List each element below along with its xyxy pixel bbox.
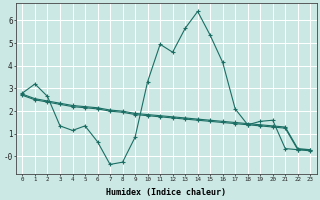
X-axis label: Humidex (Indice chaleur): Humidex (Indice chaleur) [106,188,226,197]
